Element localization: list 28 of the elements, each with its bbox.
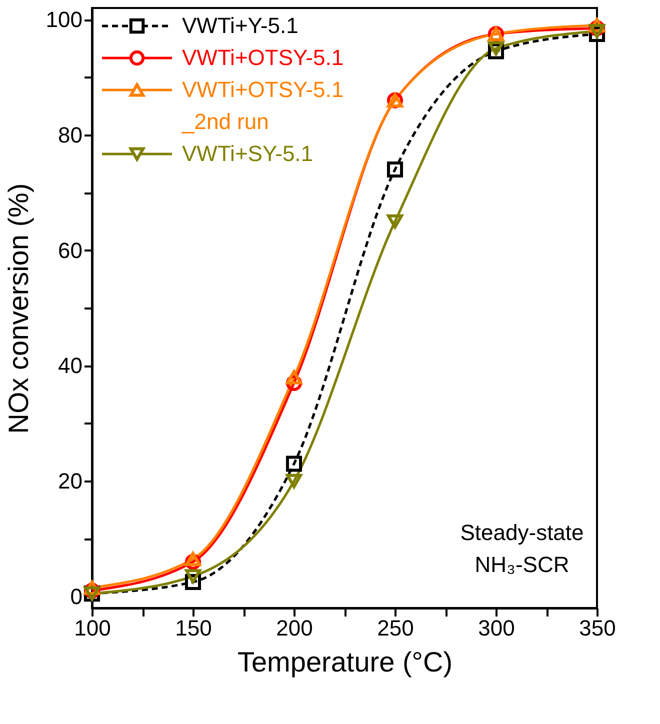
point: [386, 162, 404, 178]
point: [386, 214, 404, 229]
y-tick-label: 100: [46, 7, 82, 32]
legend-label: VWTi+SY-5.1: [182, 141, 314, 166]
y-tick-label: 20: [58, 468, 82, 494]
point: [184, 552, 202, 566]
point: [286, 474, 302, 488]
x-tick-label: 300: [478, 616, 515, 640]
point: [286, 456, 302, 472]
point: [286, 370, 302, 384]
x-tick-label: 200: [276, 616, 313, 640]
y-tick-label: 0: [70, 584, 82, 609]
x-tick-label: 100: [74, 616, 111, 640]
x-axis-title: Temperature (°C): [237, 646, 453, 678]
point: [488, 41, 504, 56]
x-tick-label: 350: [579, 616, 616, 640]
annotation: Steady-state NH₃-SCR: [460, 520, 584, 577]
point: [184, 569, 202, 584]
legend-label: VWTi+Y-5.1: [182, 13, 298, 38]
y-tick-label: 40: [58, 353, 82, 378]
x-tick-label: 250: [377, 616, 414, 640]
legend-label: VWTi+OTSY-5.1: [182, 45, 344, 70]
y-tick-label: 60: [58, 238, 82, 263]
point: [588, 24, 606, 38]
legend-label: VWTi+OTSY-5.1 _2nd run: [181, 77, 344, 134]
y-axis-title: NOx conversion (%): [2, 183, 34, 434]
y-tick-label: 80: [58, 122, 82, 148]
x-tick-label: 150: [175, 616, 212, 640]
